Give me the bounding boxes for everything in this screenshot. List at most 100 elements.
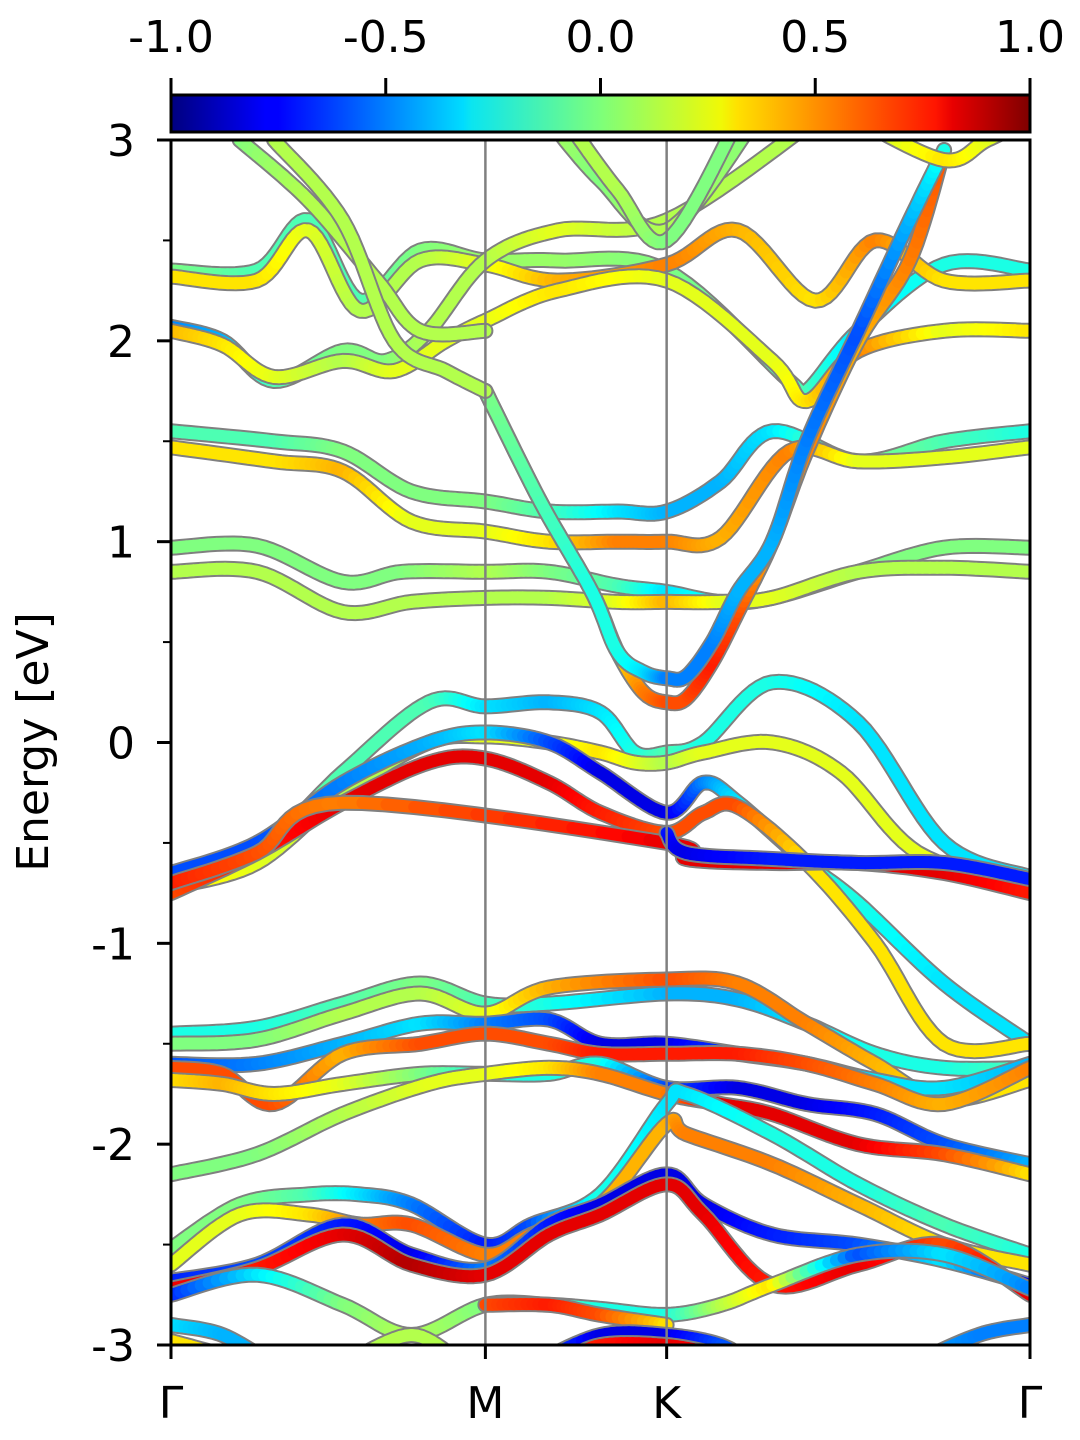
band-segment: [461, 1363, 464, 1365]
band-segment: [237, 1359, 240, 1360]
band-segment: [923, 1357, 929, 1360]
band-outline: [554, 140, 751, 240]
band-segment: [579, 1351, 583, 1353]
band-segment: [575, 1353, 579, 1355]
colorbar-tick-label: -1.0: [128, 12, 214, 63]
band-segment: [535, 1362, 539, 1364]
band-segment: [938, 1341, 953, 1345]
plot-frame: [169, 138, 1032, 1347]
band-line: [171, 1316, 275, 1366]
band-segment: [249, 1363, 252, 1364]
band-segment: [581, 1343, 592, 1345]
band-segment: [256, 1354, 260, 1357]
band-segment: [214, 1353, 218, 1354]
band-line: [910, 1316, 1030, 1366]
band-series: [171, 140, 1030, 1366]
band-segment: [223, 1355, 227, 1356]
band-segment: [703, 1351, 708, 1352]
band-line: [658, 824, 1030, 888]
band-segment: [550, 1353, 556, 1356]
high-symmetry-lines: [484, 140, 668, 1345]
band-segment: [738, 1354, 741, 1356]
band-line: [570, 140, 737, 251]
band-segment: [910, 1364, 913, 1366]
band-line: [343, 1327, 464, 1365]
band-segment: [544, 1356, 550, 1359]
band-line: [171, 423, 1030, 522]
x-tick-label: Γ: [159, 1378, 184, 1429]
band-segment: [201, 1344, 209, 1345]
y-axis: 3 2 1 0 -1 -2 -3: [91, 116, 171, 1372]
band-segment: [718, 1355, 721, 1356]
colorbar-gradient: [169, 93, 1032, 134]
band-segment: [694, 1344, 703, 1345]
band-segment: [226, 1356, 230, 1357]
band-line: [171, 748, 1030, 1060]
band-segment: [573, 140, 586, 145]
y-tick-label: -1: [91, 919, 135, 970]
band-segment: [562, 1361, 565, 1363]
band-segment: [928, 1354, 934, 1357]
band-segment: [558, 1344, 566, 1345]
band-segment: [735, 1352, 738, 1354]
colorbar-tick-label: -0.5: [343, 12, 429, 63]
y-tick-label: -2: [91, 1120, 135, 1171]
band-segment: [913, 1362, 917, 1364]
band-segment: [754, 1364, 756, 1365]
band-segment: [711, 1353, 715, 1354]
band-segment: [246, 1362, 249, 1363]
band-segment: [210, 1352, 215, 1353]
band-segment: [450, 1355, 454, 1358]
band-segment: [532, 1364, 535, 1366]
y-tick-label: 3: [107, 116, 135, 167]
band-segment: [351, 1358, 356, 1361]
band-segment: [233, 1358, 236, 1359]
band-segment: [265, 1359, 269, 1361]
band-segment: [560, 1363, 562, 1364]
band-segment: [240, 1360, 243, 1361]
band-segment: [272, 1364, 275, 1366]
band-line: [171, 268, 1030, 410]
band-segment: [682, 1342, 698, 1345]
band-segment: [568, 1357, 571, 1359]
band-segment: [744, 1358, 747, 1360]
band-segment: [251, 1363, 253, 1364]
band-segment: [255, 1365, 257, 1366]
band-segment: [747, 1360, 750, 1362]
band-segment: [727, 1343, 736, 1345]
band-segment: [741, 1356, 744, 1358]
band-segment: [558, 1364, 560, 1365]
band-segment: [230, 1357, 233, 1358]
y-axis-title: Energy [eV]: [8, 612, 59, 872]
band-segment: [715, 1354, 718, 1355]
band-segment: [269, 1362, 272, 1364]
band-segment: [707, 1352, 711, 1353]
band-segment: [985, 140, 1000, 145]
y-tick-label: -3: [91, 1321, 135, 1372]
band-segment: [343, 1363, 346, 1365]
band-segment: [367, 1342, 380, 1345]
x-tick-label: M: [466, 1378, 504, 1429]
band-line: [266, 140, 494, 399]
band-segment: [558, 1340, 575, 1345]
y-tick-label: 2: [107, 317, 135, 368]
band-segment: [582, 1341, 597, 1345]
x-tick-label: Γ: [1018, 1378, 1043, 1429]
band-segment: [752, 1363, 754, 1364]
band-segment: [989, 140, 1002, 143]
band-segment: [253, 1364, 255, 1365]
band-segment: [458, 1361, 461, 1363]
band-line: [171, 559, 1030, 622]
band-segment: [718, 1340, 734, 1345]
band-segment: [732, 140, 749, 150]
band-segment: [454, 1358, 458, 1361]
colorbar-ticks: -1.0 -0.5 0.0 0.5 1.0: [128, 12, 1065, 95]
band-segment: [361, 1352, 367, 1355]
y-tick-label: 0: [107, 719, 135, 770]
band-outline: [171, 748, 1030, 1060]
band-segment: [749, 1361, 751, 1363]
band-segment: [261, 1357, 265, 1360]
band-segment: [195, 1342, 208, 1345]
band-segment: [436, 1342, 448, 1345]
